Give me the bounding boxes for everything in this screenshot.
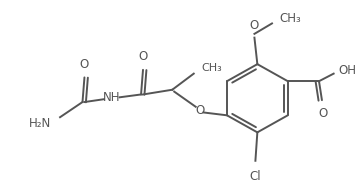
- Text: O: O: [318, 107, 328, 120]
- Text: CH₃: CH₃: [280, 12, 302, 25]
- Text: H₂N: H₂N: [29, 117, 51, 130]
- Text: Cl: Cl: [249, 170, 261, 183]
- Text: CH₃: CH₃: [202, 63, 222, 73]
- Text: O: O: [195, 104, 204, 117]
- Text: O: O: [80, 58, 89, 71]
- Text: O: O: [250, 19, 259, 32]
- Text: OH: OH: [338, 64, 356, 77]
- Text: NH: NH: [103, 91, 121, 104]
- Text: O: O: [138, 50, 148, 63]
